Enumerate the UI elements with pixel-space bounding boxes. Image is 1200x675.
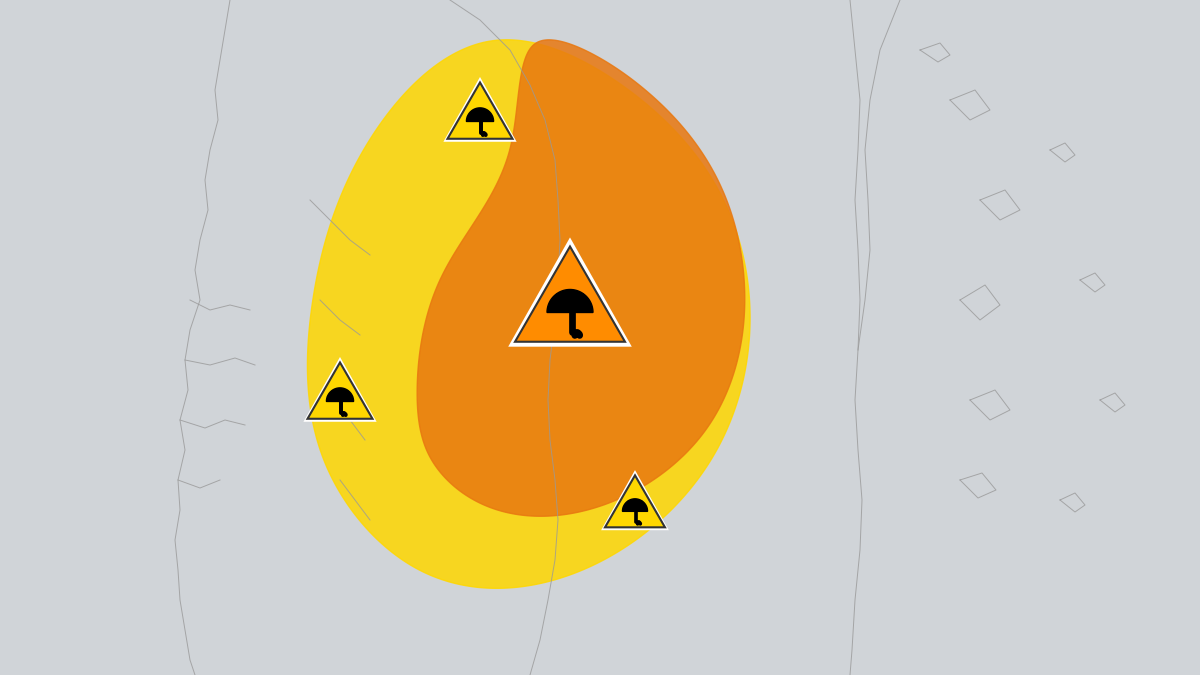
Polygon shape xyxy=(547,290,593,313)
Polygon shape xyxy=(444,77,517,142)
Polygon shape xyxy=(307,40,750,589)
Polygon shape xyxy=(326,388,354,402)
Polygon shape xyxy=(509,238,631,347)
Polygon shape xyxy=(304,357,377,422)
Polygon shape xyxy=(307,362,372,418)
Polygon shape xyxy=(605,475,665,527)
Polygon shape xyxy=(467,108,493,122)
Polygon shape xyxy=(448,82,512,139)
Polygon shape xyxy=(515,246,625,342)
Polygon shape xyxy=(418,40,745,516)
Polygon shape xyxy=(623,499,648,512)
Polygon shape xyxy=(601,470,668,530)
